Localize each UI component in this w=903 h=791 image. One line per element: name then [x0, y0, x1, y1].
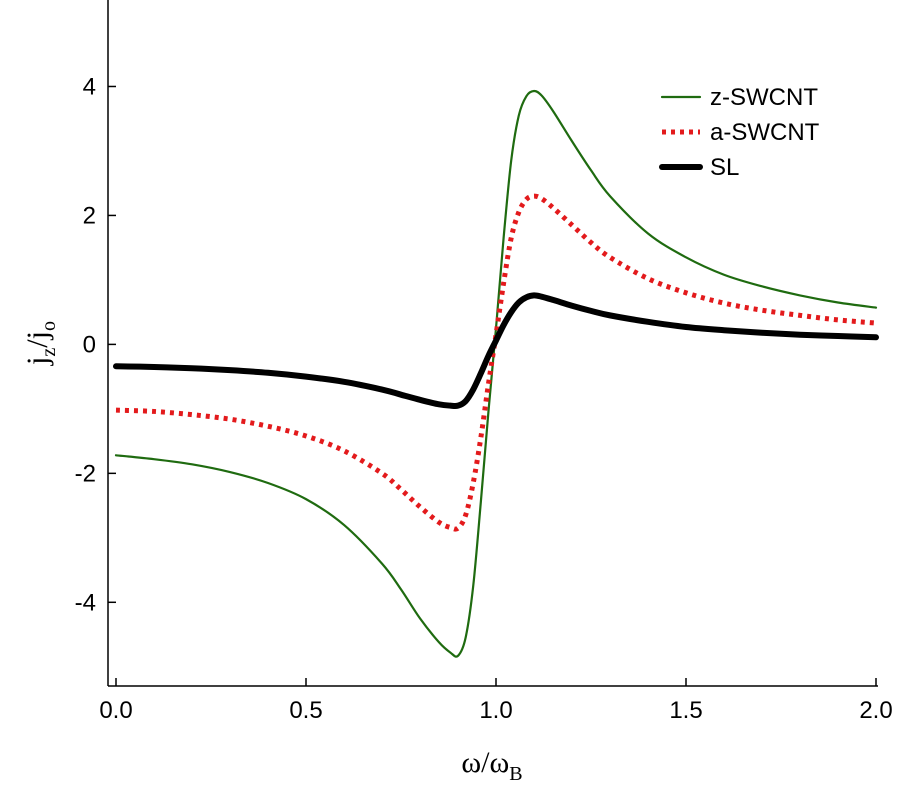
series-line-z-swcnt [114, 89, 878, 658]
y-tick-label-2: 0 [83, 331, 96, 358]
series-layer [113, 89, 879, 658]
y-axis-title-z: z [38, 348, 60, 357]
y-tick-label-1: -2 [75, 460, 96, 487]
series-line-a-swcnt [115, 193, 877, 532]
x-tick-label-0: 0.0 [99, 697, 132, 724]
x-tick-label-3: 1.5 [669, 697, 702, 724]
x-axis-ticks: 0.0 0.5 1.0 1.5 2.0 [99, 678, 893, 724]
x-axis-title-sub: B [509, 763, 522, 785]
legend: z-SWCNT a-SWCNT SL [659, 84, 820, 181]
y-tick-label-4: 4 [83, 73, 96, 100]
x-tick-label-1: 0.5 [289, 697, 322, 724]
y-tick-label-0: -4 [75, 589, 96, 616]
y-axis-title-o: o [38, 321, 60, 331]
series-line-sl [113, 292, 879, 410]
y-axis-title: jz/jo [21, 321, 60, 366]
legend-label-sl: SL [710, 154, 739, 181]
y-tick-label-3: 2 [83, 202, 96, 229]
x-axis-title-main: ω/ω [461, 746, 509, 779]
y-axis-title-slash: /j [21, 331, 54, 348]
y-axis-title-j: j [21, 357, 54, 366]
legend-label-a-swcnt: a-SWCNT [710, 119, 820, 146]
x-axis-title: ω/ωB [461, 746, 522, 785]
plot-area: 0.0 0.5 1.0 1.5 2.0 -4 -2 0 2 4 [75, 0, 893, 724]
y-axis-ticks: -4 -2 0 2 4 [75, 73, 116, 616]
x-tick-label-4: 2.0 [859, 697, 892, 724]
legend-label-z-swcnt: z-SWCNT [710, 84, 818, 111]
x-tick-label-2: 1.0 [479, 697, 512, 724]
